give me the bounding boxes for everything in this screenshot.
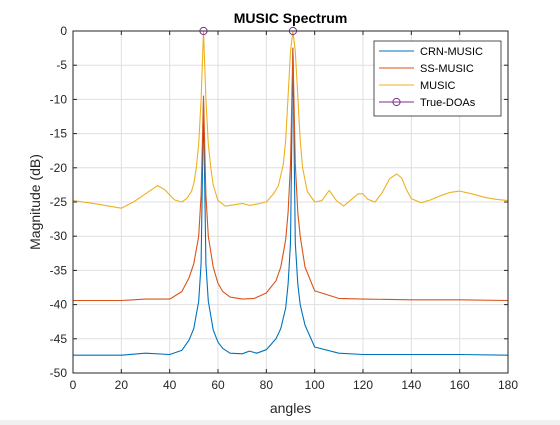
y-tick-label: -35 (50, 263, 68, 277)
y-tick-label: 0 (60, 24, 67, 38)
grid-lines (72, 30, 509, 374)
x-tick-label: 140 (401, 378, 421, 392)
series-line-music (72, 30, 509, 209)
x-tick-label: 80 (260, 378, 274, 392)
axis-ticks: 0 20 40 60 80 100 120 140 160 180 0 -5 -10 -15 -20 -25 -… (50, 24, 519, 392)
y-tick-label: -10 (50, 92, 68, 106)
series-line-ss-music (73, 47, 509, 302)
y-tick-label: -45 (50, 332, 68, 346)
legend-marker (392, 97, 401, 107)
x-tick-label: 180 (498, 378, 518, 392)
x-tick-label: 60 (211, 378, 225, 392)
y-axis-label: Magnitude (dB) (27, 154, 43, 250)
y-tick-label: -50 (50, 366, 68, 380)
x-tick-label: 20 (115, 378, 129, 392)
chart-title: MUSIC Spectrum (234, 10, 348, 26)
legend-label: CRN-MUSIC (420, 46, 483, 58)
x-tick-label: 0 (70, 378, 77, 392)
x-tick-label: 40 (163, 378, 177, 392)
legend-label: SS-MUSIC (420, 63, 474, 75)
y-tick-label: -30 (50, 229, 68, 243)
legend: CRN-MUSIC SS-MUSIC MUSIC True-DOAs (373, 40, 502, 117)
x-tick-label: 120 (353, 378, 373, 392)
y-tick-label: -15 (50, 127, 68, 141)
y-tick-label: -40 (50, 298, 68, 312)
legend-box (373, 40, 502, 117)
series-lines (72, 30, 509, 356)
y-tick-label: -20 (50, 161, 68, 175)
legend-label: MUSIC (420, 80, 456, 92)
y-tick-label: -5 (56, 58, 67, 72)
x-tick-label: 100 (305, 378, 325, 392)
x-axis-label: angles (270, 400, 311, 416)
y-tick-label: -25 (50, 195, 68, 209)
legend-label: True-DOAs (420, 97, 476, 109)
x-tick-label: 160 (450, 378, 470, 392)
series-line-crn-music (73, 47, 509, 356)
